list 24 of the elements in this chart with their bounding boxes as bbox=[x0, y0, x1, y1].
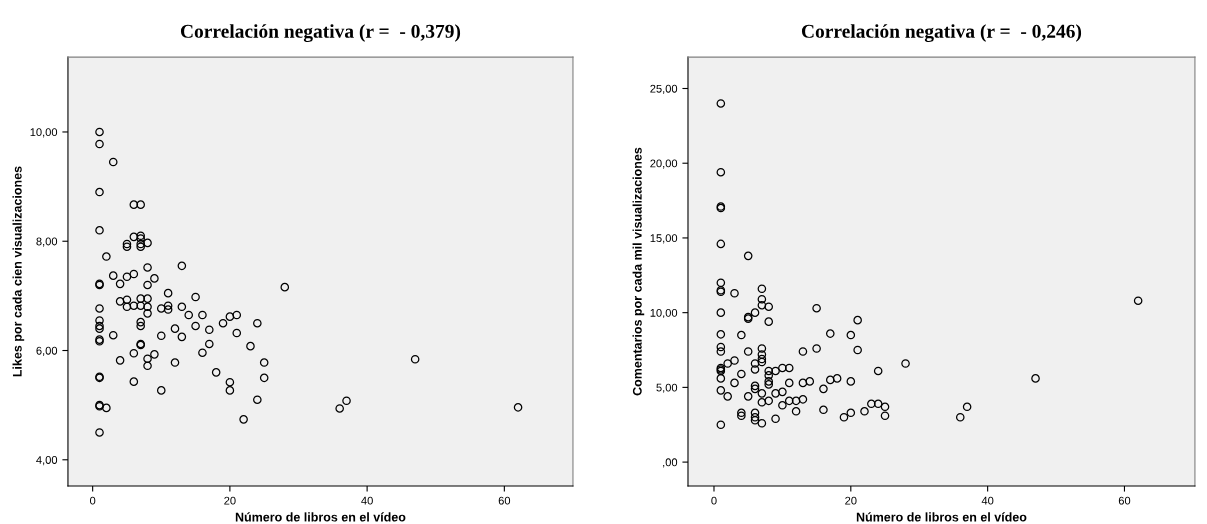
y-tick-label: 8,00 bbox=[36, 237, 58, 247]
x-tick-label: 60 bbox=[498, 496, 511, 505]
y-tick-label: 10,00 bbox=[30, 128, 58, 138]
x-tick-label: 0 bbox=[711, 496, 717, 505]
x-axis-title: Número de libros en el vídeo bbox=[235, 512, 406, 522]
x-axis-title: Número de libros en el vídeo bbox=[856, 512, 1027, 522]
x-tick-label: 60 bbox=[1118, 496, 1131, 505]
chart-title: Correlación negativa (r = - 0,246) bbox=[801, 24, 1082, 42]
y-tick-label: 5,00 bbox=[656, 383, 678, 393]
y-tick-label: ,00 bbox=[663, 458, 678, 468]
chart-title: Correlación negativa (r = - 0,379) bbox=[180, 24, 461, 42]
y-tick-label: 25,00 bbox=[650, 84, 678, 94]
x-tick-label: 40 bbox=[981, 496, 994, 505]
x-tick-label: 40 bbox=[361, 496, 373, 505]
y-tick-label: 10,00 bbox=[650, 308, 678, 319]
y-tick-label: 6,00 bbox=[36, 346, 58, 356]
x-tick-label: 0 bbox=[90, 496, 96, 505]
y-axis-title: Comentarios por cada mil visualizaciones bbox=[632, 147, 645, 396]
x-tick-label: 20 bbox=[845, 496, 857, 505]
y-tick-label: 20,00 bbox=[650, 159, 678, 169]
y-tick-label: 15,00 bbox=[650, 234, 678, 244]
y-tick-label: 4,00 bbox=[36, 456, 58, 466]
x-tick-label: 20 bbox=[224, 496, 236, 505]
y-axis-title: Likes por cada cien visualizaciones bbox=[12, 166, 25, 377]
